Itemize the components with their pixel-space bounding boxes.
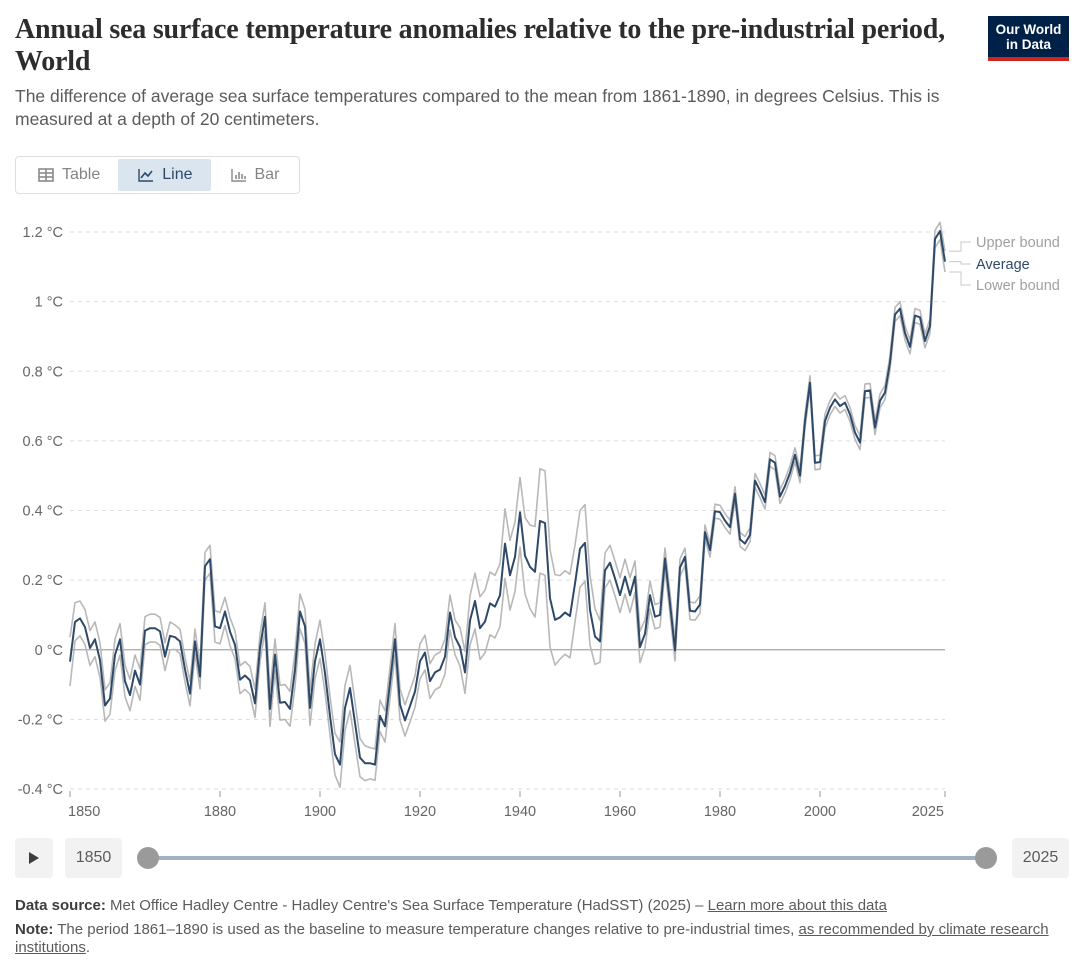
x-tick-label: 2000 [804, 804, 836, 820]
y-tick-label: 0.2 °C [23, 573, 63, 589]
note-text: The period 1861–1890 is used as the base… [53, 921, 799, 938]
data-source: Data source: Met Office Hadley Centre - … [15, 897, 1065, 915]
y-tick-label: 0 °C [35, 643, 63, 659]
note-end: . [85, 939, 91, 956]
timeline-start-handle[interactable] [137, 847, 159, 869]
tab-line[interactable]: Line [118, 159, 211, 191]
legend-label-lower: Lower bound [976, 278, 1060, 294]
bar-chart-icon [230, 169, 246, 182]
x-tick-label: 1980 [704, 804, 736, 820]
x-tick-label: 1920 [404, 804, 436, 820]
legend-connector [949, 261, 971, 265]
logo-line-1: Our World [995, 22, 1062, 37]
line-chart: -0.4 °C -0.2 °C 0 °C 0.2 °C 0.4 °C 0.6 °C 0.8 … [18, 221, 1060, 820]
y-tick-label: -0.4 °C [18, 782, 63, 798]
x-axis: 1850 1880 1900 1920 1940 1960 1980 2000 2025 [68, 791, 946, 820]
y-tick-label: -0.2 °C [18, 712, 63, 728]
tab-bar-label: Bar [254, 166, 280, 183]
lower-bound-line [69, 238, 946, 789]
y-tick-label: 0.8 °C [23, 364, 63, 380]
tab-table[interactable]: Table [18, 159, 118, 191]
learn-more-link[interactable]: Learn more about this data [707, 897, 887, 914]
legend-label-upper: Upper bound [976, 235, 1060, 251]
y-tick-label: 1 °C [35, 295, 63, 311]
average-line [69, 230, 946, 766]
x-tick-label: 1960 [604, 804, 636, 820]
x-tick-label: 1850 [68, 804, 100, 820]
source-text: Met Office Hadley Centre - Hadley Centre… [105, 897, 708, 914]
timeline-start-year[interactable]: 1850 [65, 838, 122, 878]
owid-logo[interactable]: Our World in Data [988, 16, 1069, 61]
x-tick-label: 1940 [504, 804, 536, 820]
table-icon [38, 168, 54, 182]
legend-connector [949, 271, 971, 286]
upper-bound-line [69, 221, 946, 750]
play-icon [29, 852, 39, 864]
y-tick-label: 1.2 °C [23, 225, 63, 241]
legend-connector [949, 241, 971, 252]
note-label: Note: [15, 921, 54, 938]
tab-table-label: Table [62, 166, 101, 183]
timeline-end-handle[interactable] [975, 847, 997, 869]
y-tick-label: 0.6 °C [23, 434, 63, 450]
x-tick-label: 1900 [304, 804, 336, 820]
source-label: Data source: [15, 897, 106, 914]
view-tabs: Table Line Bar [15, 156, 301, 194]
x-tick-label: 1880 [204, 804, 236, 820]
grid-lines [70, 231, 945, 790]
play-button[interactable] [15, 838, 53, 878]
note: Note: The period 1861–1890 is used as th… [15, 921, 1065, 957]
tab-line-label: Line [162, 166, 193, 183]
y-tick-label: 0.4 °C [23, 504, 63, 520]
legend: Upper bound Average Lower bound [949, 235, 1060, 294]
series-lines [69, 221, 946, 789]
tab-bar[interactable]: Bar [211, 159, 298, 191]
chart-subtitle: The difference of average sea surface te… [15, 86, 940, 129]
y-axis-labels: -0.4 °C -0.2 °C 0 °C 0.2 °C 0.4 °C 0.6 °C 0.8 … [18, 225, 63, 798]
line-chart-icon [138, 169, 154, 182]
climate-research-link[interactable]: as recommended by climate research insti… [15, 921, 1049, 956]
timeline-end-year[interactable]: 2025 [1012, 838, 1069, 878]
chart-title: Annual sea surface temperature anomalies… [15, 14, 945, 77]
timeline: 1850 2025 [15, 838, 1069, 878]
footer: Data source: Met Office Hadley Centre - … [15, 897, 1065, 963]
x-tick-label: 2025 [912, 804, 944, 820]
timeline-track[interactable] [148, 856, 986, 860]
logo-line-2: in Data [1005, 37, 1051, 52]
legend-label-average: Average [976, 257, 1030, 273]
